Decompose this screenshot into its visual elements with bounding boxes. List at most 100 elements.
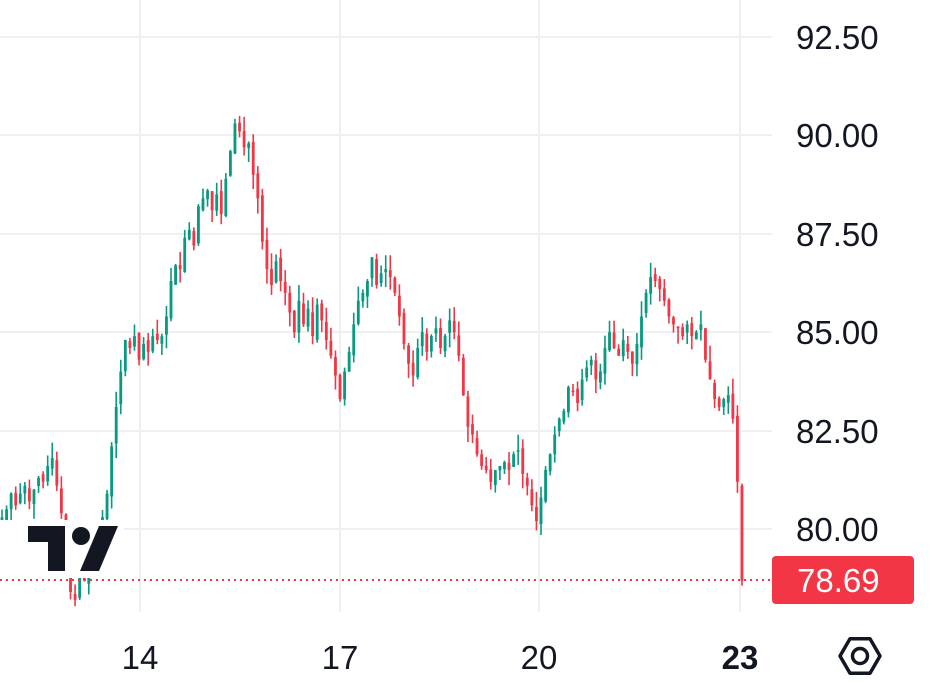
candle-body xyxy=(137,332,141,360)
candle-body xyxy=(169,281,173,319)
candle-body xyxy=(178,264,182,270)
candle-body xyxy=(384,269,388,273)
candle-body xyxy=(580,379,584,400)
candles-series xyxy=(0,115,744,607)
candle-body xyxy=(539,497,543,524)
candle-body xyxy=(238,122,241,132)
candle-body xyxy=(366,281,369,297)
candle-body xyxy=(553,434,557,455)
candle-body xyxy=(219,191,223,215)
candle-body xyxy=(731,393,735,419)
candle-body xyxy=(46,466,50,482)
time-tick-label: 17 xyxy=(322,639,359,676)
settings-icon[interactable] xyxy=(838,636,882,676)
candle-body xyxy=(228,151,232,176)
last-price-badge: 78.69 xyxy=(772,556,914,604)
candle-body xyxy=(676,326,680,329)
candle-body xyxy=(114,406,118,444)
candle-body xyxy=(740,485,744,581)
candle-body xyxy=(598,371,602,383)
candle-body xyxy=(662,288,666,301)
candle-body xyxy=(9,493,13,510)
candle-body xyxy=(493,469,497,485)
candle-body xyxy=(704,328,707,360)
candle-body xyxy=(617,348,621,356)
price-tick-label: 80.00 xyxy=(796,511,879,548)
candle-body xyxy=(210,191,214,211)
candle-body xyxy=(466,396,470,427)
candle-body xyxy=(324,321,328,341)
candle-body xyxy=(5,509,8,521)
candle-body xyxy=(347,351,351,372)
candle-body xyxy=(393,277,397,293)
candle-body xyxy=(37,477,40,486)
candle-body xyxy=(503,462,506,470)
candle-body xyxy=(567,387,570,413)
candle-body xyxy=(329,340,333,356)
price-tick-label: 85.00 xyxy=(796,314,879,351)
candle-body xyxy=(708,361,712,380)
candle-body xyxy=(736,415,739,482)
candle-body xyxy=(585,367,589,378)
price-tick-label: 87.50 xyxy=(796,216,879,253)
candle-body xyxy=(73,594,77,600)
candle-body xyxy=(343,371,347,400)
candle-body xyxy=(128,341,132,348)
candle-body xyxy=(338,374,342,400)
candle-body xyxy=(726,395,730,403)
candle-body xyxy=(690,323,694,337)
candle-body xyxy=(425,333,429,352)
candle-body xyxy=(603,347,607,374)
candle-body xyxy=(589,359,593,366)
candle-body xyxy=(32,489,36,504)
candle-body xyxy=(681,327,685,337)
candle-body xyxy=(471,424,474,435)
candle-body xyxy=(653,274,657,282)
candle-body xyxy=(461,357,465,396)
candle-body xyxy=(142,344,146,360)
candle-body xyxy=(110,446,114,497)
logo-mark-slash xyxy=(80,526,118,571)
price-axis[interactable]: 92.50 90.00 87.50 85.00 82.50 80.00 78.6… xyxy=(772,19,914,604)
candle-body xyxy=(123,340,127,372)
candle-body xyxy=(507,462,511,470)
candle-body xyxy=(375,259,378,285)
candle-body xyxy=(274,261,278,283)
candle-body xyxy=(297,300,301,333)
candle-body xyxy=(512,454,516,468)
candle-body xyxy=(160,336,164,344)
candle-body xyxy=(594,360,598,380)
candle-body xyxy=(201,198,205,211)
candle-body xyxy=(544,469,547,502)
candle-body xyxy=(279,257,283,282)
candle-body xyxy=(151,336,155,352)
candle-body xyxy=(562,410,566,423)
candle-body xyxy=(302,303,305,325)
candle-body xyxy=(452,320,456,333)
candle-body xyxy=(27,488,31,502)
candle-body xyxy=(644,292,648,314)
candle-body xyxy=(306,308,310,327)
candle-body xyxy=(557,418,561,432)
candle-body xyxy=(434,328,438,334)
candle-body xyxy=(420,332,424,347)
time-axis[interactable]: 14 17 20 23 xyxy=(122,639,759,676)
candle-body xyxy=(206,190,209,200)
candle-body xyxy=(475,438,479,455)
candle-body xyxy=(443,336,447,352)
candle-body xyxy=(14,492,18,506)
time-tick-label: 20 xyxy=(521,639,558,676)
candle-body xyxy=(713,383,717,400)
candle-body xyxy=(242,131,246,148)
tradingview-logo[interactable] xyxy=(0,520,124,578)
last-price-value: 78.69 xyxy=(797,562,880,599)
candle-body xyxy=(50,458,54,469)
candle-body xyxy=(608,332,611,351)
candle-body xyxy=(722,399,726,408)
candle-body xyxy=(311,312,315,337)
candle-body xyxy=(315,304,319,340)
candle-body xyxy=(548,454,552,472)
candle-body xyxy=(429,336,433,352)
candle-body xyxy=(215,194,219,211)
